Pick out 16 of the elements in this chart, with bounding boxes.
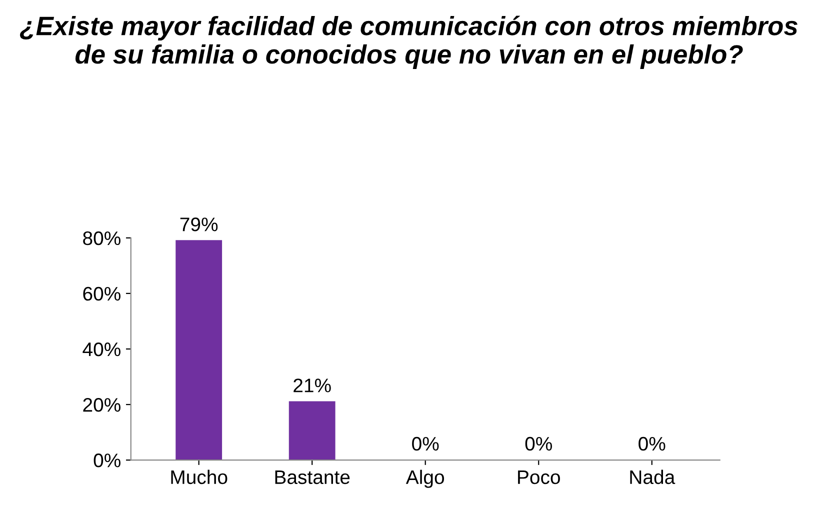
- y-tick-label: 60%: [83, 286, 120, 301]
- x-tick-label: Nada: [630, 470, 676, 484]
- y-tick-label: 20%: [83, 398, 120, 412]
- data-label: 0%: [525, 436, 552, 451]
- data-label: 79%: [180, 218, 218, 232]
- data-label: 0%: [638, 436, 666, 451]
- x-tick-label: Poco: [518, 470, 560, 484]
- x-tick-label: Bastante: [275, 470, 350, 484]
- x-tick-label: Mucho: [171, 470, 228, 484]
- chart-title: ¿Existe mayor facilidad de comunicación con otros miembros de su familia o conocidos que no vivan en el pueblo?: [20, 16, 798, 69]
- y-tick-label: 0%: [94, 454, 120, 468]
- x-tick-label: Algo: [406, 470, 444, 488]
- y-tick-label: 80%: [83, 231, 120, 246]
- data-label: 21%: [294, 378, 331, 392]
- y-tick-label: 40%: [82, 342, 120, 356]
- data-label: 0%: [412, 436, 439, 451]
